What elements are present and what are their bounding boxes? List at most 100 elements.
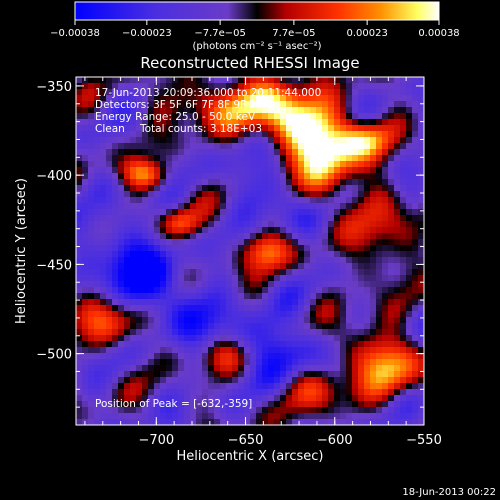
heatmap-cell — [364, 341, 371, 348]
heatmap-cell — [88, 287, 95, 294]
heatmap-cell — [214, 395, 221, 402]
heatmap-cell — [136, 227, 143, 234]
heatmap-cell — [76, 359, 83, 366]
heatmap-cell — [334, 155, 341, 162]
heatmap-cell — [172, 299, 179, 306]
heatmap-cell — [400, 245, 407, 252]
heatmap-cell — [112, 125, 119, 132]
heatmap-cell — [196, 371, 203, 378]
heatmap-cell — [154, 317, 161, 324]
heatmap-cell — [370, 137, 377, 144]
heatmap-cell — [340, 131, 347, 138]
heatmap-cell — [196, 377, 203, 384]
heatmap-cell — [88, 269, 95, 276]
colorbar-tick-label: −0.00038 — [50, 28, 100, 39]
heatmap-cell — [76, 317, 83, 324]
heatmap-cell — [292, 131, 299, 138]
heatmap-cell — [364, 251, 371, 258]
heatmap-cell — [184, 125, 191, 132]
heatmap-cell — [94, 185, 101, 192]
heatmap-cell — [358, 185, 365, 192]
heatmap-cell — [298, 317, 305, 324]
heatmap-cell — [364, 275, 371, 282]
heatmap-cell — [256, 167, 263, 174]
heatmap-cell — [412, 383, 419, 390]
heatmap-cell — [358, 269, 365, 276]
heatmap-cell — [370, 239, 377, 246]
heatmap-cell — [208, 281, 215, 288]
heatmap-cell — [244, 125, 251, 132]
heatmap-cell — [286, 335, 293, 342]
heatmap-cell — [310, 83, 317, 90]
heatmap-cell — [364, 173, 371, 180]
heatmap-cell — [280, 191, 287, 198]
heatmap-cell — [154, 197, 161, 204]
heatmap-cell — [142, 245, 149, 252]
heatmap-cell — [244, 323, 251, 330]
heatmap-cell — [304, 377, 311, 384]
heatmap-cell — [334, 335, 341, 342]
heatmap-cell — [310, 407, 317, 414]
heatmap-cell — [304, 263, 311, 270]
heatmap-cell — [160, 299, 167, 306]
heatmap-cell — [256, 83, 263, 90]
heatmap-cell — [130, 365, 137, 372]
heatmap-cell — [304, 359, 311, 366]
heatmap-cell — [346, 275, 353, 282]
heatmap-cell — [322, 293, 329, 300]
heatmap-cell — [118, 383, 125, 390]
heatmap-cell — [340, 239, 347, 246]
heatmap-cell — [376, 77, 383, 84]
heatmap-cell — [394, 263, 401, 270]
heatmap-cell — [202, 317, 209, 324]
heatmap-cell — [280, 119, 287, 126]
heatmap-cell — [124, 305, 131, 312]
heatmap-cell — [232, 245, 239, 252]
heatmap-cell — [418, 227, 424, 234]
heatmap-cell — [256, 245, 263, 252]
heatmap-cell — [412, 395, 419, 402]
heatmap-cell — [262, 149, 269, 156]
heatmap-cell — [76, 311, 83, 318]
heatmap-cell — [226, 251, 233, 258]
heatmap-cell — [100, 257, 107, 264]
heatmap-cell — [304, 293, 311, 300]
heatmap-cell — [280, 197, 287, 204]
heatmap-cell — [364, 101, 371, 108]
heatmap-cell — [322, 365, 329, 372]
heatmap-cell — [274, 173, 281, 180]
heatmap-cell — [268, 341, 275, 348]
heatmap-cell — [268, 215, 275, 222]
heatmap-cell — [274, 245, 281, 252]
heatmap-cell — [166, 251, 173, 258]
heatmap-cell — [190, 155, 197, 162]
heatmap-cell — [100, 155, 107, 162]
heatmap-cell — [304, 161, 311, 168]
heatmap-cell — [346, 293, 353, 300]
heatmap-cell — [328, 77, 335, 84]
heatmap-cell — [304, 239, 311, 246]
heatmap-cell — [316, 335, 323, 342]
heatmap-cell — [298, 305, 305, 312]
heatmap-cell — [412, 125, 419, 132]
heatmap-cell — [154, 203, 161, 210]
heatmap-cell — [328, 89, 335, 96]
heatmap-cell — [100, 137, 107, 144]
heatmap-cell — [238, 209, 245, 216]
heatmap-cell — [286, 161, 293, 168]
heatmap-cell — [100, 149, 107, 156]
heatmap-cell — [106, 407, 113, 414]
heatmap-cell — [154, 257, 161, 264]
heatmap-cell — [106, 389, 113, 396]
heatmap-cell — [412, 419, 419, 425]
heatmap-cell — [268, 137, 275, 144]
heatmap-cell — [154, 389, 161, 396]
heatmap-cell — [382, 173, 389, 180]
heatmap-cell — [154, 239, 161, 246]
heatmap-cell — [310, 107, 317, 114]
heatmap-cell — [328, 137, 335, 144]
heatmap-cell — [322, 191, 329, 198]
heatmap-cell — [232, 191, 239, 198]
heatmap-cell — [202, 83, 209, 90]
heatmap-cell — [328, 377, 335, 384]
